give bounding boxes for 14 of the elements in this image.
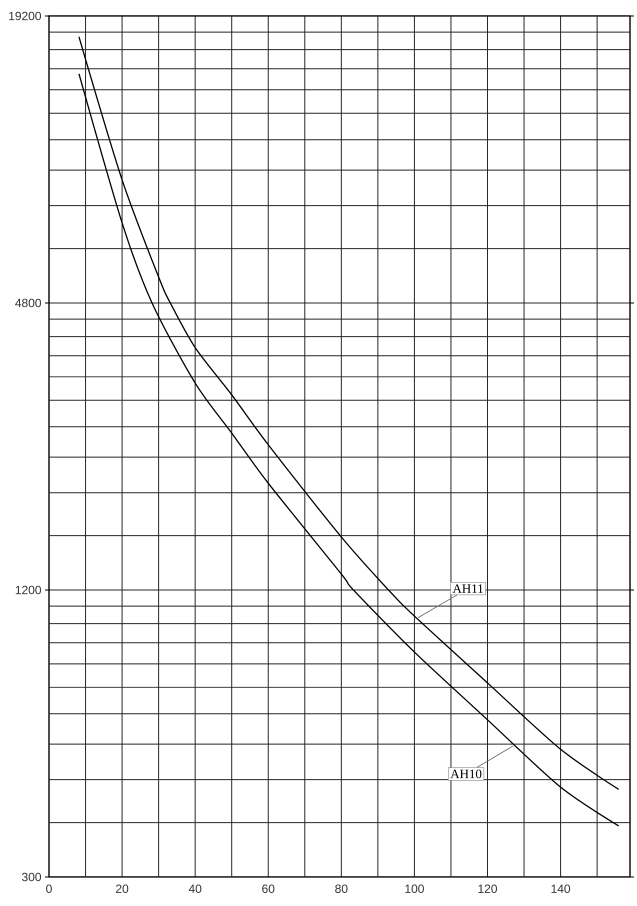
y-tick-label: 1200: [16, 586, 42, 594]
y-tick-label: 300: [22, 872, 42, 882]
annotation: AH11: [452, 584, 483, 593]
y-tick-label: 4800: [15, 298, 42, 308]
x-tick-label: 120: [478, 884, 498, 893]
annotation: AH10: [450, 770, 482, 778]
x-tick-label: 0: [46, 884, 52, 893]
x-tick-label: 100: [405, 884, 424, 893]
x-tick-label: 140: [552, 884, 570, 893]
x-tick-label: 80: [335, 884, 348, 893]
x-tick-label: 60: [262, 884, 274, 893]
x-tick-label: 40: [188, 884, 202, 893]
x-tick-label: 20: [116, 884, 128, 893]
y-tick-label: 19200: [9, 12, 42, 20]
